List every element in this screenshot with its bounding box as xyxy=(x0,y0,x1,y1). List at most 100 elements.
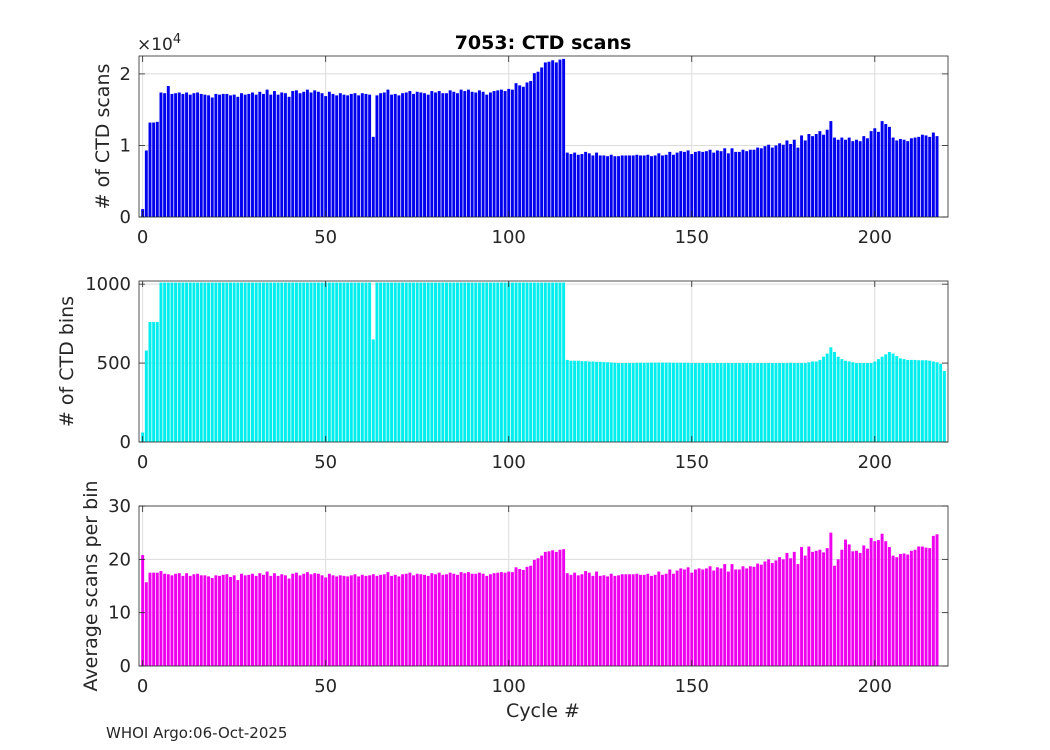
bar xyxy=(236,282,240,442)
bar xyxy=(481,282,485,442)
bar xyxy=(818,131,822,217)
bar xyxy=(858,363,862,442)
bar xyxy=(595,361,599,442)
bar xyxy=(811,361,815,442)
bar xyxy=(576,360,580,442)
bar xyxy=(276,575,280,666)
bar xyxy=(741,149,745,217)
bar xyxy=(664,573,668,666)
y-tick-label: 500 xyxy=(97,353,131,374)
bar xyxy=(152,322,156,442)
bar xyxy=(807,134,811,217)
bar xyxy=(576,575,580,666)
bar xyxy=(554,62,558,217)
bar xyxy=(840,359,844,442)
bar xyxy=(653,574,657,666)
bar xyxy=(682,569,686,666)
bar xyxy=(664,154,668,217)
bar xyxy=(466,282,470,442)
bar xyxy=(822,134,825,217)
bar xyxy=(518,85,522,217)
bar xyxy=(920,546,924,666)
bar xyxy=(811,136,815,217)
bar xyxy=(203,575,207,666)
bar xyxy=(617,156,621,217)
bar xyxy=(587,361,591,442)
bar xyxy=(587,572,591,666)
bar xyxy=(862,363,866,442)
bar xyxy=(474,92,478,217)
bar xyxy=(682,362,686,442)
bar xyxy=(305,89,309,217)
bar xyxy=(499,89,503,217)
bar xyxy=(887,126,891,217)
bar xyxy=(690,572,694,666)
bar xyxy=(225,574,229,666)
bar xyxy=(152,572,156,666)
bar xyxy=(781,363,785,442)
bar xyxy=(617,363,621,442)
bar xyxy=(437,282,441,442)
bar xyxy=(811,551,815,666)
bar xyxy=(639,574,642,666)
bar xyxy=(785,140,789,217)
bar xyxy=(613,362,617,442)
bar xyxy=(756,363,760,442)
bar xyxy=(192,93,196,217)
bar xyxy=(869,363,873,442)
bar xyxy=(778,143,782,217)
bar xyxy=(214,282,218,442)
bar xyxy=(408,572,412,666)
bar xyxy=(412,575,416,666)
bar xyxy=(445,93,448,217)
bar xyxy=(525,282,529,442)
y-tick-label: 2 xyxy=(120,64,131,85)
bar xyxy=(796,147,800,217)
bar xyxy=(375,282,379,442)
bar xyxy=(569,574,573,666)
bar xyxy=(814,134,818,217)
bar xyxy=(635,154,639,217)
bar xyxy=(862,545,866,666)
bar xyxy=(280,92,284,217)
bar xyxy=(866,548,869,666)
bar xyxy=(840,137,844,217)
bar xyxy=(770,363,774,442)
bar xyxy=(324,96,328,217)
bar xyxy=(661,574,664,666)
bar xyxy=(931,535,935,666)
bar xyxy=(463,91,467,217)
bar xyxy=(576,154,580,217)
bar xyxy=(562,282,566,442)
bar xyxy=(181,575,185,666)
bar xyxy=(397,576,401,666)
bar xyxy=(671,154,675,217)
bar xyxy=(309,282,313,442)
bar xyxy=(866,138,869,217)
bar xyxy=(686,567,690,666)
bar xyxy=(353,93,357,217)
bar xyxy=(324,282,328,442)
bar xyxy=(884,354,888,442)
bar xyxy=(712,152,716,217)
bar xyxy=(873,541,877,666)
bar xyxy=(390,282,394,442)
bar xyxy=(536,282,540,442)
bar xyxy=(294,282,298,442)
bar xyxy=(931,132,935,217)
bar xyxy=(283,93,287,217)
bar xyxy=(166,86,170,217)
bar xyxy=(386,572,390,666)
bar xyxy=(562,58,566,217)
bar xyxy=(159,282,163,442)
bar xyxy=(591,575,595,666)
bar xyxy=(291,91,295,217)
bar xyxy=(752,363,756,442)
bar xyxy=(668,362,672,442)
bar xyxy=(459,282,463,442)
y-tick-label: 10 xyxy=(108,603,131,624)
bar xyxy=(203,94,207,217)
bar xyxy=(232,575,236,666)
bar xyxy=(807,362,811,442)
